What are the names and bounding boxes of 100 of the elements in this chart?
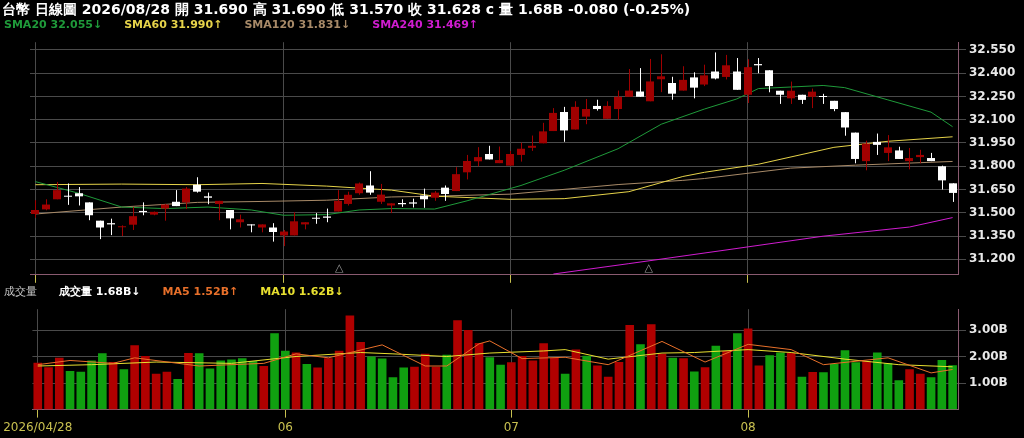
bar [281, 350, 290, 410]
bar [722, 350, 731, 410]
candlestick [75, 186, 83, 206]
candlestick [668, 76, 676, 101]
bar [377, 358, 387, 410]
bar [872, 352, 882, 410]
bar [603, 376, 613, 410]
candlestick [646, 58, 654, 102]
y-tick-label: 31.800 [969, 158, 1016, 173]
candlestick [884, 134, 892, 162]
bar [593, 365, 602, 410]
bar [130, 345, 139, 410]
bar [507, 362, 516, 410]
y-tick-label: 32.100 [969, 111, 1016, 126]
x-tick-label: 08 [740, 419, 756, 434]
bar [646, 324, 656, 410]
text: 成交量 1.68B↓ [59, 285, 141, 299]
bar [162, 371, 172, 410]
x-tick-label: 07 [503, 419, 519, 434]
candlestick [312, 212, 320, 225]
text: SMA240 31.469↑ [372, 18, 479, 32]
candlestick [841, 111, 849, 137]
candlestick [463, 154, 471, 180]
bar [808, 372, 817, 410]
candlestick [873, 133, 881, 156]
bar [679, 358, 688, 410]
bar [883, 363, 893, 410]
y-tick-label: 31.950 [969, 135, 1016, 150]
x-tick-label: 06 [277, 419, 293, 434]
y-tick-label: 31.650 [969, 181, 1016, 196]
candlestick [334, 189, 342, 213]
bar [227, 359, 236, 410]
bar [205, 368, 215, 410]
candlestick [765, 69, 773, 93]
candlestick [560, 106, 568, 143]
annotation: △ [644, 261, 654, 275]
bar [485, 357, 495, 410]
bar [926, 377, 936, 410]
bar [313, 367, 322, 410]
bar [560, 373, 570, 410]
bar [98, 353, 107, 410]
bar [636, 344, 645, 410]
bar [184, 353, 193, 410]
text: SMA60 31.990↑ [124, 18, 223, 32]
bar [948, 365, 957, 410]
bar [862, 360, 871, 410]
bar [582, 355, 591, 410]
bar [54, 357, 64, 410]
text: SMA120 31.831↓ [244, 18, 351, 32]
candlestick [517, 142, 525, 163]
bar [743, 328, 753, 410]
bar [657, 353, 667, 410]
candlestick [118, 224, 126, 237]
y-tick-label: 32.250 [969, 88, 1016, 103]
bar [194, 353, 204, 410]
bar [539, 343, 548, 410]
bar [33, 362, 43, 410]
bar [173, 378, 182, 410]
bar [765, 355, 774, 410]
bar [151, 373, 161, 410]
bar [463, 330, 473, 410]
y-tick-label: 31.500 [969, 204, 1016, 219]
bar [237, 358, 247, 410]
text: MA5 1.52B↑ [162, 285, 239, 299]
bar [625, 325, 635, 410]
candlestick [614, 90, 622, 121]
candlestick [377, 183, 385, 205]
candlestick [582, 98, 590, 125]
bar [119, 369, 129, 410]
candlestick [129, 206, 137, 231]
candlestick [808, 88, 816, 109]
bar [550, 357, 559, 410]
bar [410, 366, 419, 410]
bar [270, 333, 279, 410]
bar [356, 341, 365, 410]
bar [528, 360, 538, 410]
candlestick [690, 71, 698, 99]
bar [517, 355, 527, 410]
candlestick [722, 54, 730, 80]
bar [916, 373, 925, 410]
bar [754, 365, 764, 410]
bar [819, 372, 828, 410]
candlestick [905, 147, 913, 170]
candlestick [949, 182, 957, 203]
bar [324, 358, 333, 410]
candlestick [657, 53, 665, 93]
bar [431, 366, 441, 410]
bar [786, 353, 796, 410]
bar [442, 354, 452, 410]
annotation: △ [335, 261, 345, 275]
bar [453, 320, 462, 410]
text: MA10 1.62B↓ [260, 285, 344, 299]
bar [797, 376, 807, 410]
y-tick-label: 1.00B [969, 375, 1008, 390]
y-tick-label: 31.200 [969, 251, 1016, 266]
bar [496, 364, 505, 410]
candlestick [819, 93, 827, 105]
candlestick [787, 81, 795, 105]
bar [216, 360, 226, 410]
bar [65, 371, 75, 410]
